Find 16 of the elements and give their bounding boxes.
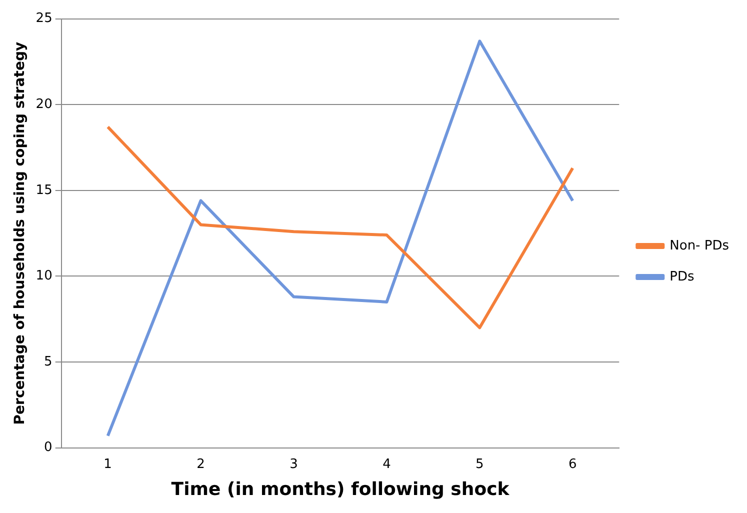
x-tick-label: 1 bbox=[104, 456, 112, 472]
y-tick-label: 10 bbox=[36, 268, 52, 284]
y-tick-label: 25 bbox=[36, 11, 52, 26]
y-tick-label: 15 bbox=[36, 182, 52, 198]
x-tick-label: 4 bbox=[382, 456, 391, 472]
legend-label: Non- PDs bbox=[670, 238, 730, 254]
x-tick-label: 3 bbox=[290, 456, 298, 472]
y-tick-label: 0 bbox=[44, 440, 52, 456]
x-axis-title: Time (in months) following shock bbox=[171, 478, 510, 500]
y-tick-label: 5 bbox=[44, 354, 52, 370]
y-axis-title: Percentage of households using coping strategy bbox=[12, 42, 28, 425]
legend-label: PDs bbox=[670, 269, 694, 284]
x-tick-label: 5 bbox=[476, 456, 484, 472]
y-tick-label: 20 bbox=[36, 96, 52, 112]
x-tick-label: 6 bbox=[568, 456, 577, 472]
x-tick-label: 2 bbox=[196, 456, 205, 472]
